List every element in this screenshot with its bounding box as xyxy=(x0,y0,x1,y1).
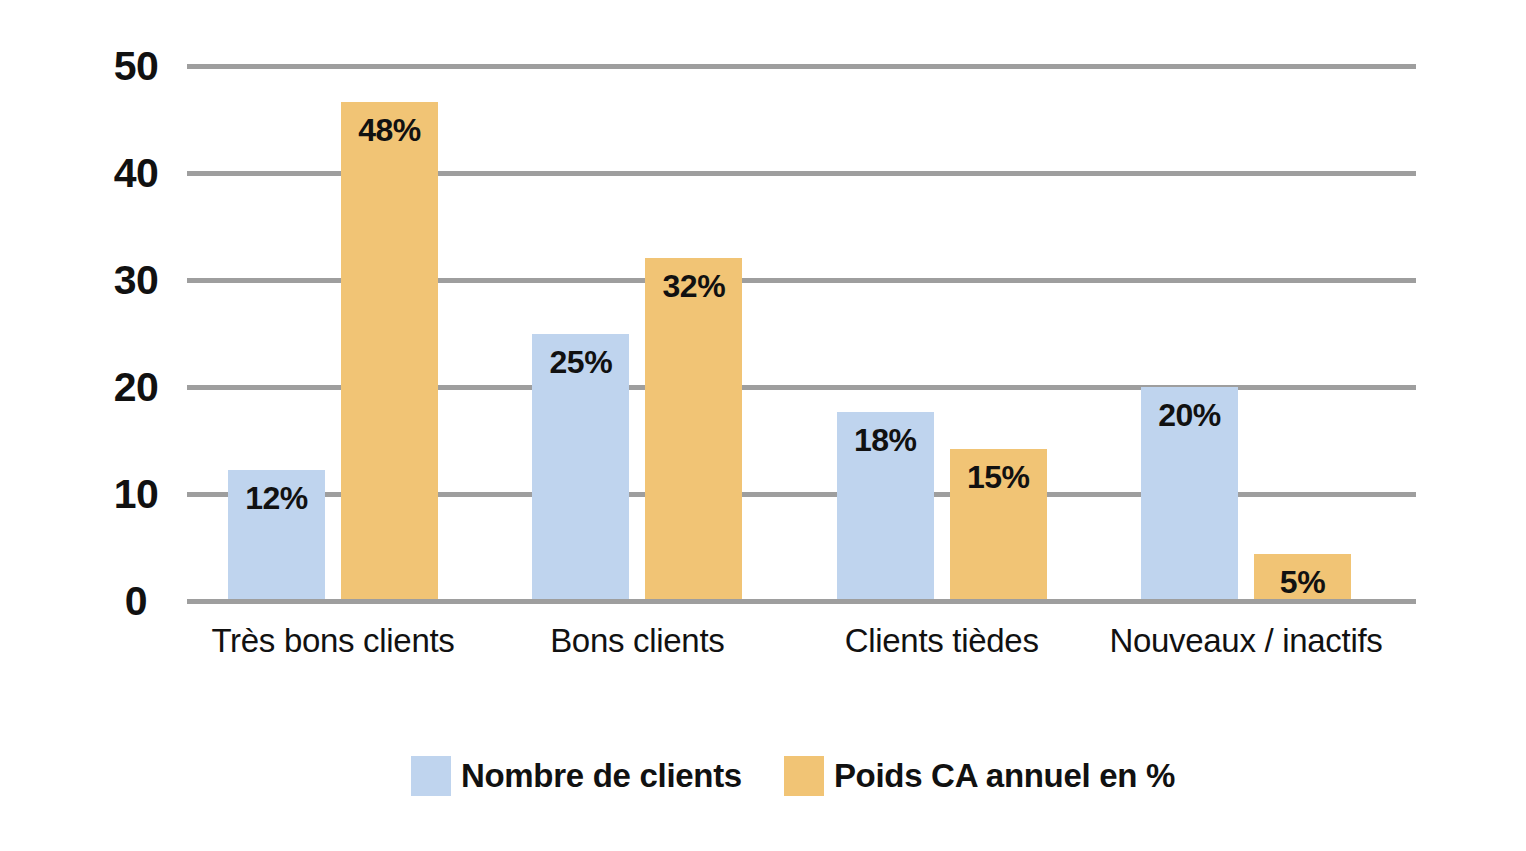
bar-series2-cat1: 48% xyxy=(341,102,438,601)
bar-series2-cat4: 5% xyxy=(1254,554,1351,601)
x-axis-baseline xyxy=(187,599,1416,604)
legend-swatch xyxy=(411,756,451,796)
bar-value-label: 48% xyxy=(341,112,438,149)
legend-item: Nombre de clients xyxy=(411,756,742,796)
bar-series1-cat4: 20% xyxy=(1141,387,1238,601)
bar-value-label: 32% xyxy=(645,268,742,305)
bar-value-label: 20% xyxy=(1141,397,1238,434)
legend-swatch xyxy=(784,756,824,796)
bar-value-label: 25% xyxy=(532,344,629,381)
legend-item: Poids CA annuel en % xyxy=(784,756,1175,796)
x-category-label: Très bons clients xyxy=(163,622,503,660)
bar-value-label: 15% xyxy=(950,459,1047,496)
legend-label: Poids CA annuel en % xyxy=(834,756,1175,796)
bar-series2-cat3: 15% xyxy=(950,449,1047,601)
bar-series1-cat3: 18% xyxy=(837,412,934,601)
bar-value-label: 5% xyxy=(1254,564,1351,601)
bar-series2-cat2: 32% xyxy=(645,258,742,601)
x-axis: Très bons clientsBons clientsClients tiè… xyxy=(0,0,1526,851)
bar-value-label: 12% xyxy=(228,480,325,517)
legend: Nombre de clients Poids CA annuel en % xyxy=(60,755,1526,797)
bar-value-label: 18% xyxy=(837,422,934,459)
x-category-label: Bons clients xyxy=(467,622,807,660)
x-category-label: Clients tièdes xyxy=(772,622,1112,660)
bar-series1-cat2: 25% xyxy=(532,334,629,602)
bar-series1-cat1: 12% xyxy=(228,470,325,601)
gridline xyxy=(187,64,1416,69)
bar-chart: 01020304050 12%48%25%32%18%15%20%5% Très… xyxy=(0,0,1526,851)
x-category-label: Nouveaux / inactifs xyxy=(1076,622,1416,660)
legend-label: Nombre de clients xyxy=(461,756,742,796)
